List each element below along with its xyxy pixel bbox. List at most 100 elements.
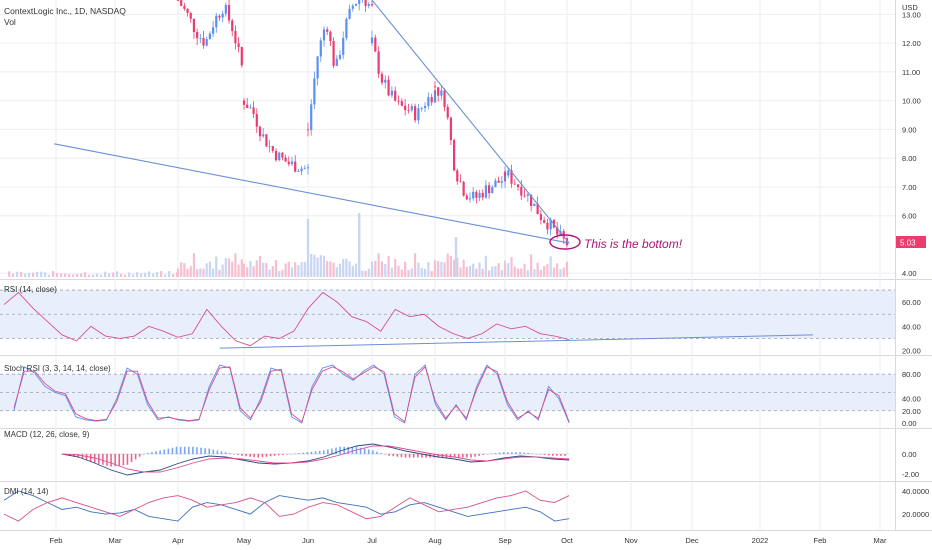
- candle-body: [306, 129, 310, 131]
- macd-histogram-bar: [372, 450, 374, 454]
- macd-histogram-bar: [265, 454, 268, 457]
- macd-histogram-bar: [547, 454, 550, 456]
- volume-bar: [168, 271, 171, 277]
- macd-histogram-bar: [384, 454, 386, 455]
- candle-body: [287, 161, 290, 165]
- volume-bar: [523, 263, 526, 277]
- volume-bar: [120, 274, 123, 277]
- candle-body: [316, 56, 319, 79]
- macd-histogram-bar: [151, 452, 153, 454]
- candle-body: [440, 90, 443, 96]
- candle-body: [332, 41, 335, 66]
- macd-histogram-bar: [404, 454, 407, 458]
- volume-bar: [526, 270, 529, 277]
- volume-bar: [440, 261, 443, 277]
- candle-body: [215, 15, 218, 28]
- y-axis-labels: 13.00 12.00 11.00 10.00 9.00 8.00 7.00 6.00 4.00…: [902, 10, 929, 519]
- volume-label: Vol: [4, 17, 16, 27]
- macd-histogram-bar: [380, 453, 382, 454]
- price-candles[interactable]: [176, 0, 569, 248]
- macd-histogram-bar: [175, 446, 178, 454]
- volume-bar: [310, 253, 313, 277]
- volume-bar: [240, 259, 243, 277]
- candle-body: [510, 170, 513, 184]
- volume-bar: [80, 273, 83, 277]
- dmi-title: DMI (14, 14): [4, 487, 49, 496]
- volume-bar: [433, 262, 437, 277]
- candle-body: [284, 157, 287, 162]
- macd-histogram-bar: [224, 452, 227, 454]
- macd-title: MACD (12, 26, close, 9): [4, 430, 90, 439]
- macd-histogram-bar: [511, 452, 513, 454]
- macd-histogram-bar: [192, 446, 194, 454]
- volume-bar: [116, 271, 119, 277]
- macd-histogram-bar: [302, 452, 305, 454]
- x-tick-label: Mar: [109, 536, 122, 545]
- candle-body: [526, 194, 529, 196]
- volume-bar: [72, 274, 75, 277]
- candle-body: [452, 140, 456, 171]
- x-tick-label: Mar: [874, 536, 887, 545]
- volume-bar: [218, 270, 221, 277]
- volume-bar: [468, 265, 472, 277]
- macd-histogram-bar: [73, 454, 76, 457]
- candle-body: [449, 117, 453, 141]
- price-tick-label: 8.00: [902, 154, 917, 163]
- macd-histogram-bar: [367, 449, 370, 454]
- candle-body: [446, 106, 449, 118]
- macd-histogram-bar: [474, 454, 476, 457]
- price-tick-label: 12.00: [902, 39, 921, 48]
- volume-bar: [208, 261, 211, 277]
- candle-body: [258, 126, 262, 137]
- candle-body: [367, 4, 370, 6]
- candle-body: [242, 100, 246, 105]
- macd-histogram-bar: [110, 454, 112, 467]
- volume-bar: [475, 268, 478, 277]
- macd-histogram-bar: [498, 452, 501, 454]
- candle-body: [374, 37, 377, 52]
- macd-histogram-bar: [359, 447, 362, 454]
- candle-body: [400, 101, 403, 106]
- volume-bar: [202, 268, 205, 277]
- candle-body: [437, 87, 440, 96]
- volume-bar: [342, 259, 345, 277]
- macd-histogram-bar: [159, 450, 161, 454]
- candle-body: [192, 18, 196, 32]
- price-tick-label: 11.00: [902, 68, 920, 77]
- volume-bar: [500, 270, 503, 277]
- candle-body: [326, 29, 329, 32]
- macd-histogram-bar: [261, 454, 264, 458]
- volume-bar: [192, 253, 196, 277]
- volume-bar: [60, 273, 63, 277]
- x-tick-label: Apr: [172, 536, 184, 545]
- volume-bar: [556, 263, 559, 277]
- macd-histogram-bar: [327, 449, 329, 454]
- candle-body: [227, 4, 231, 21]
- macd-histogram-bar: [212, 449, 215, 454]
- candle-body: [543, 220, 546, 223]
- macd-histogram-bar: [335, 447, 337, 454]
- candle-body: [481, 192, 484, 198]
- volume-bar: [189, 266, 192, 277]
- candle-body: [487, 185, 491, 194]
- volume-bar: [284, 263, 287, 277]
- candle-body: [539, 214, 542, 221]
- candle-body: [546, 222, 549, 230]
- candle-body: [196, 31, 199, 39]
- candle-body: [397, 100, 400, 102]
- volume-bar: [374, 260, 377, 277]
- price-tick-label: 9.00: [902, 125, 917, 134]
- volume-bar: [96, 273, 99, 277]
- price-tick-label: 7.00: [902, 183, 917, 192]
- volume-bar: [516, 268, 520, 277]
- macd-histogram-bar: [196, 447, 198, 454]
- macd-histogram-bar: [142, 454, 145, 455]
- candle-body: [478, 192, 481, 198]
- volume-bar: [140, 273, 143, 277]
- volume-bar: [414, 253, 417, 277]
- macd-histogram-bar: [273, 454, 276, 456]
- price-tick-label: 13.00: [902, 10, 921, 19]
- macd-pane: [61, 443, 570, 476]
- candle-body: [234, 31, 237, 44]
